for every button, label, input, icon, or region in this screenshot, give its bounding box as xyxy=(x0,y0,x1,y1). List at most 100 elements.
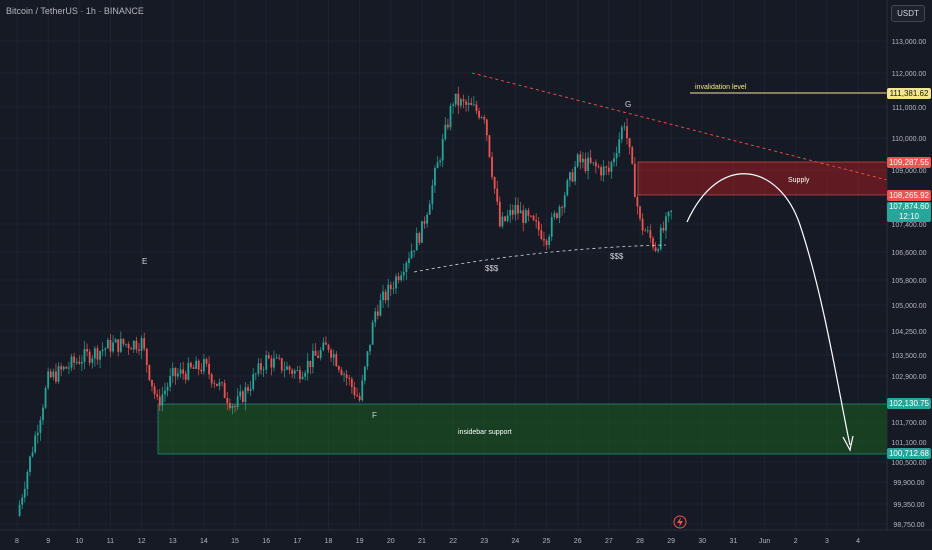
candle-body xyxy=(182,369,185,374)
candle-body xyxy=(309,360,312,368)
support-zone xyxy=(157,403,888,455)
candle-body xyxy=(602,166,605,176)
candle-body xyxy=(273,358,275,368)
candle-body xyxy=(524,210,527,223)
candle-body xyxy=(304,373,307,377)
candle-body xyxy=(618,139,621,154)
time-tick-label: 17 xyxy=(293,538,301,545)
candle-body xyxy=(68,367,70,369)
candle-body xyxy=(566,180,569,196)
candle-body xyxy=(543,238,545,241)
price-tick-label: 113,000.00 xyxy=(892,39,927,46)
candle-body xyxy=(384,291,387,301)
candle-body xyxy=(514,204,517,215)
label-e: E xyxy=(142,257,147,266)
candle-body xyxy=(197,360,200,370)
candle-body xyxy=(301,376,304,380)
time-tick-label: 27 xyxy=(605,538,613,545)
candles xyxy=(18,86,673,517)
candle-body xyxy=(517,204,519,214)
candle-body xyxy=(506,215,509,221)
candle-body xyxy=(88,351,91,363)
candle-body xyxy=(177,373,179,377)
candle-body xyxy=(509,210,512,216)
candle-body xyxy=(93,348,96,359)
candle-body xyxy=(340,369,343,375)
candle-body xyxy=(236,396,239,408)
candle-body xyxy=(231,406,234,409)
candle-body xyxy=(86,348,88,352)
candle-body xyxy=(594,162,597,167)
bolt-icon[interactable] xyxy=(673,515,687,529)
candle-body xyxy=(135,340,138,350)
price-tick-label: 110,000.00 xyxy=(892,136,927,143)
candle-body xyxy=(522,210,525,223)
candle-body xyxy=(23,489,26,498)
candle-body xyxy=(459,99,462,106)
time-tick-label: 3 xyxy=(825,538,829,545)
candle-body xyxy=(293,370,296,374)
liquidity-label-2: $$$ xyxy=(610,252,624,261)
candle-body xyxy=(418,233,421,243)
candle-body xyxy=(441,139,444,161)
candle-body xyxy=(192,367,195,369)
time-tick-label: 12 xyxy=(138,538,146,545)
candle-body xyxy=(504,216,506,221)
time-tick-label: 4 xyxy=(856,538,860,545)
candle-body xyxy=(641,218,644,231)
candle-body xyxy=(415,233,418,251)
candle-body xyxy=(511,210,514,215)
candle-body xyxy=(667,212,670,217)
candle-body xyxy=(413,250,416,252)
candle-body xyxy=(187,362,190,380)
candle-body xyxy=(607,167,610,172)
candle-body xyxy=(657,249,660,251)
candle-body xyxy=(130,348,133,350)
candle-body xyxy=(138,349,140,351)
candle-body xyxy=(73,356,76,363)
candle-body xyxy=(649,230,652,239)
candle-body xyxy=(356,395,358,397)
candle-body xyxy=(171,367,174,376)
price-axis[interactable]: 113,000.00 112,000.00 111,000.00 110,000.00… xyxy=(886,0,932,550)
candle-body xyxy=(421,221,423,243)
candle-body xyxy=(39,420,42,433)
candle-body xyxy=(44,388,47,408)
candle-body xyxy=(70,356,73,368)
candle-body xyxy=(345,374,348,379)
candle-body xyxy=(125,344,127,345)
candle-body xyxy=(109,339,112,352)
candle-body xyxy=(402,271,405,276)
price-tick-label: 101,700.00 xyxy=(891,420,926,427)
candle-body xyxy=(348,378,351,379)
candle-body xyxy=(654,247,657,251)
candle-body xyxy=(228,403,231,409)
price-tick-label: 107,400.00 xyxy=(891,222,926,229)
candle-body xyxy=(322,342,325,351)
candle-body xyxy=(439,160,442,163)
candle-body xyxy=(615,153,618,159)
candle-body xyxy=(314,350,317,356)
candle-body xyxy=(262,369,265,371)
candle-body xyxy=(478,111,480,118)
candle-body xyxy=(434,168,436,186)
candle-body xyxy=(299,370,301,380)
projection-arrow xyxy=(686,173,851,446)
candle-body xyxy=(166,386,169,391)
candle-body xyxy=(288,366,291,371)
price-tick-label: 101,100.00 xyxy=(891,440,926,447)
candle-body xyxy=(379,300,382,316)
candle-body xyxy=(57,366,60,382)
candle-body xyxy=(80,361,83,364)
time-axis[interactable]: 8 9 10 11 12 13 14 15 16 17 18 19 20 21 22 23 24 25 26 27 28… xyxy=(0,529,932,545)
time-tick-label: Jun xyxy=(759,538,770,545)
candle-body xyxy=(65,366,68,369)
currency-button[interactable]: USDT xyxy=(891,5,925,22)
invalidation-price-tag: 111,381.62 xyxy=(887,88,931,99)
candle-body xyxy=(78,361,81,364)
candle-body xyxy=(153,386,156,395)
time-tick-label: 21 xyxy=(418,538,426,545)
candle-body xyxy=(353,387,356,396)
candle-body xyxy=(306,360,309,374)
